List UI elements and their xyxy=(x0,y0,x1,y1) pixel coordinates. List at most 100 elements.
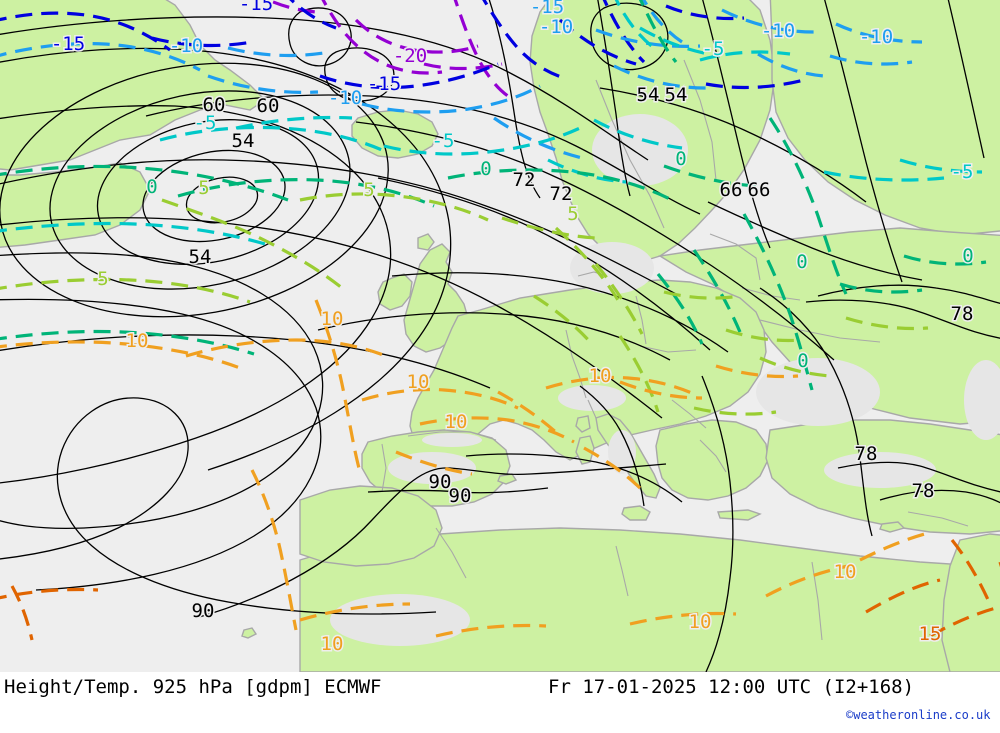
border-balkans-1 xyxy=(671,399,707,429)
land-balkans-greece xyxy=(655,419,769,501)
temp-label: 0 xyxy=(796,251,807,273)
height-contour-78-a xyxy=(817,284,1000,305)
temp-label: -10 xyxy=(328,87,362,109)
temp-label: 10 xyxy=(445,411,468,433)
temperature-contour-layer xyxy=(0,0,1000,641)
height-label: 90 xyxy=(449,485,472,507)
height-contour-eu-2 xyxy=(355,121,835,361)
height-label: 60 xyxy=(203,94,226,116)
border-morocco-algeria xyxy=(435,527,467,579)
height-contour-outer-1 xyxy=(0,105,392,484)
land-crete xyxy=(717,509,762,521)
patch-caspian xyxy=(964,360,1000,440)
height-contour-eu-3 xyxy=(0,217,663,419)
land-sicily xyxy=(621,505,651,521)
height-label: 54 xyxy=(232,130,255,152)
copyright-notice[interactable]: ©weatheronline.co.uk xyxy=(846,708,991,722)
temp-label: 5 xyxy=(567,203,578,225)
temp-label: -10 xyxy=(761,20,795,42)
patch-pyrenees xyxy=(422,433,482,447)
height-label: 90 xyxy=(429,471,452,493)
border-sweden-finland xyxy=(683,59,717,181)
height-label: 78 xyxy=(855,443,878,465)
height-contour-90-spain xyxy=(367,487,549,494)
temp-label: 0 xyxy=(146,176,157,198)
border-portugal-spain xyxy=(381,443,387,493)
chart-title: Height/Temp. 925 hPa [gdpm] ECMWF xyxy=(4,676,382,698)
border-balkans-2 xyxy=(699,439,727,473)
height-contour-78-d xyxy=(837,461,1000,493)
height-contour-78-b xyxy=(805,299,1000,339)
height-contour-54a xyxy=(96,119,320,265)
temp-label: -5 xyxy=(432,130,455,152)
temp-label: 0 xyxy=(797,350,808,372)
height-contour-loop-iceland-n xyxy=(590,2,669,71)
chart-footer: Height/Temp. 925 hPa [gdpm] ECMWF Fr 17-… xyxy=(0,672,1000,733)
temp-label: 10 xyxy=(689,611,712,633)
height-contour-66-east xyxy=(702,0,771,249)
land-morocco xyxy=(299,485,443,567)
land-canary-islands xyxy=(241,627,258,639)
height-contour-78-e xyxy=(879,489,1000,504)
height-contour-78-c xyxy=(759,287,873,537)
isotherm-plus10 xyxy=(0,299,933,638)
terrain-patch-layer xyxy=(330,114,1000,646)
temp-label: -15 xyxy=(239,0,273,15)
height-label: 78 xyxy=(951,303,974,325)
height-contour-east-2 xyxy=(947,0,985,159)
isotherm-minus15 xyxy=(0,0,805,90)
temp-label: 15 xyxy=(919,623,942,645)
height-label-layer: 60 60 54 54 54 54 72 72 66 66 78 78 78 9… xyxy=(187,83,975,624)
isotherm-plus15 xyxy=(0,539,1000,641)
temp-label: -10 xyxy=(169,35,203,57)
landmass-layer xyxy=(0,0,1000,672)
height-contour-outer-4 xyxy=(0,298,322,591)
temp-label: 5 xyxy=(363,179,374,201)
temp-label: 10 xyxy=(321,308,344,330)
height-contour-90-iberia xyxy=(195,463,667,619)
isotherm-zero xyxy=(0,0,987,391)
temp-label: 5 xyxy=(198,177,209,199)
height-contour-outer-2 xyxy=(0,47,452,471)
temp-label: -15 xyxy=(367,73,401,95)
border-algeria-tunisia xyxy=(615,545,629,597)
temp-label: -10 xyxy=(859,26,893,48)
border-poland-czech xyxy=(639,345,697,353)
height-label: 78 xyxy=(912,480,935,502)
land-greenland xyxy=(0,0,267,171)
height-contour-eu-7 xyxy=(0,334,491,389)
land-cyprus xyxy=(879,521,906,533)
land-levant xyxy=(941,533,1000,672)
border-france-spain xyxy=(407,431,497,441)
temperature-label-layer: -15 -15 -20 -15 -10 -10 -15 -10 -10 -10 … xyxy=(49,0,975,657)
patch-apennines xyxy=(608,430,636,474)
height-contour-med xyxy=(465,453,683,503)
height-contour-loop-greenland xyxy=(288,7,352,67)
border-norway-sweden xyxy=(595,79,665,229)
patch-iberia-int xyxy=(388,452,476,484)
temp-label: -5 xyxy=(702,38,725,60)
temp-label: 10 xyxy=(407,371,430,393)
height-label: 54 xyxy=(665,84,688,106)
border-turkey-syria xyxy=(907,511,969,527)
temp-label: -10 xyxy=(539,16,573,38)
temp-label: 10 xyxy=(321,633,344,655)
temp-label: 10 xyxy=(834,561,857,583)
height-label: 66 xyxy=(720,179,743,201)
height-label: 54 xyxy=(189,246,212,268)
patch-alps xyxy=(558,385,626,411)
height-label: 72 xyxy=(550,183,573,205)
height-contour-72b xyxy=(597,0,631,197)
isotherm-minus5 xyxy=(0,0,983,248)
temp-label: 0 xyxy=(480,158,491,180)
map-canvas: 60 60 54 54 54 54 72 72 66 66 78 78 78 9… xyxy=(0,0,1000,672)
weather-map[interactable]: 60 60 54 54 54 54 72 72 66 66 78 78 78 9… xyxy=(0,0,1000,672)
height-label: 54 xyxy=(637,84,660,106)
patch-black-sea xyxy=(756,358,880,426)
temp-label: 0 xyxy=(675,148,686,170)
land-corsica xyxy=(575,415,591,433)
temp-label: -5 xyxy=(194,112,217,134)
isotherm-plus5 xyxy=(0,192,929,416)
height-contour-outer-3 xyxy=(0,252,324,530)
